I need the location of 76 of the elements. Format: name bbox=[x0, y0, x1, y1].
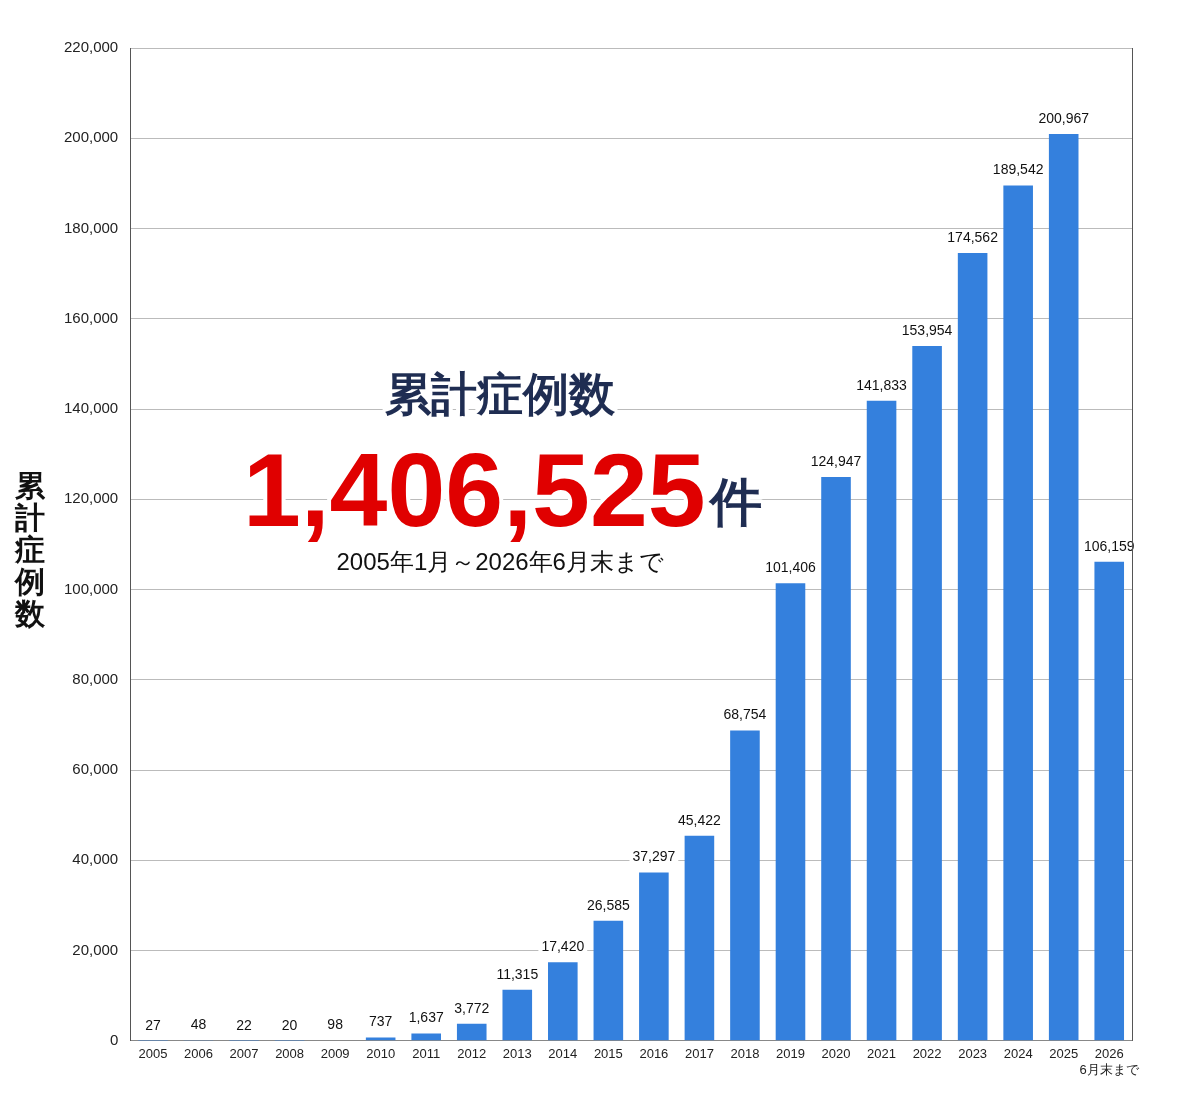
x-tick-label: 2011 bbox=[412, 1046, 441, 1062]
x-tick-label: 2012 bbox=[457, 1046, 487, 1062]
annotation: 1,406,525件 bbox=[242, 432, 762, 548]
text: 累計症例数 bbox=[385, 368, 617, 420]
bar bbox=[502, 989, 533, 1041]
x-tick-label: 2025 bbox=[1049, 1046, 1079, 1062]
bar bbox=[639, 872, 669, 1041]
data-label: 189,542 bbox=[992, 161, 1044, 178]
y-tick-label: 140,000 bbox=[63, 399, 119, 417]
bar bbox=[866, 400, 897, 1041]
bar bbox=[821, 476, 851, 1041]
data-label: 20 bbox=[281, 1016, 298, 1033]
data-label: 48 bbox=[190, 1016, 207, 1033]
x-tick-label: 2022 bbox=[912, 1046, 942, 1062]
y-tick-label: 40,000 bbox=[72, 850, 119, 868]
bar bbox=[1048, 133, 1079, 1041]
y-tick-label: 160,000 bbox=[63, 308, 119, 326]
y-tick-label: 220,000 bbox=[63, 38, 119, 56]
x-tick-label: 2016 bbox=[639, 1046, 669, 1062]
data-label: 141,833 bbox=[856, 376, 908, 393]
bar bbox=[365, 1037, 396, 1041]
bar bbox=[730, 730, 760, 1041]
bar bbox=[456, 1023, 487, 1041]
data-label: 1,637 bbox=[408, 1009, 444, 1026]
x-tick-label: 2023 bbox=[958, 1046, 988, 1062]
data-label: 26,585 bbox=[586, 896, 630, 913]
annotation: 2005年1月～2026年6月末まで bbox=[336, 548, 664, 575]
data-label: 124,947 bbox=[810, 452, 862, 469]
x-tick-label: 2008 bbox=[275, 1046, 305, 1062]
bar bbox=[548, 962, 578, 1041]
data-label: 27 bbox=[145, 1016, 161, 1033]
y-tick-label: 0 bbox=[109, 1030, 119, 1048]
y-tick-label: 100,000 bbox=[63, 579, 119, 597]
bar bbox=[684, 835, 715, 1041]
x-tick-label: 2006 bbox=[184, 1046, 213, 1062]
x-tick-label: 2020 bbox=[821, 1046, 851, 1062]
y-tick-label: 200,000 bbox=[63, 128, 119, 146]
data-label: 737 bbox=[368, 1013, 393, 1030]
bar bbox=[1094, 561, 1125, 1041]
bar bbox=[593, 920, 624, 1041]
x-tick-label: 2021 bbox=[867, 1046, 897, 1062]
x-tick-label: 2014 bbox=[548, 1046, 578, 1062]
x-tick-label: 2015 bbox=[593, 1046, 623, 1062]
x-tick-label: 2018 bbox=[730, 1046, 760, 1062]
y-tick-label: 120,000 bbox=[63, 489, 119, 507]
x-tick-label: 2010 bbox=[366, 1046, 396, 1062]
data-label: 174,562 bbox=[947, 228, 999, 245]
bar bbox=[411, 1033, 441, 1041]
data-label: 153,954 bbox=[901, 321, 953, 338]
data-label: 101,406 bbox=[765, 559, 816, 576]
bar bbox=[912, 346, 942, 1041]
x-tick-label: 2026 6月末まで bbox=[1079, 1046, 1140, 1077]
data-label: 22 bbox=[236, 1016, 253, 1033]
bar bbox=[957, 253, 988, 1041]
y-tick-label: 180,000 bbox=[63, 218, 119, 236]
data-label: 37,297 bbox=[632, 848, 676, 865]
bar bbox=[1003, 185, 1033, 1041]
x-tick-label: 2019 bbox=[776, 1046, 805, 1062]
bar bbox=[775, 583, 806, 1041]
x-tick-label: 2009 bbox=[320, 1046, 350, 1062]
data-label: 98 bbox=[327, 1016, 344, 1033]
x-tick-label: 2005 bbox=[138, 1046, 168, 1062]
data-label: 68,754 bbox=[723, 706, 767, 723]
y-tick-label: 20,000 bbox=[72, 940, 119, 958]
x-tick-label: 2013 bbox=[502, 1046, 532, 1062]
data-label: 45,422 bbox=[678, 811, 722, 828]
y-axis-title: 累計症例数 bbox=[13, 469, 46, 630]
y-tick-label: 80,000 bbox=[72, 669, 119, 687]
x-tick-label: 2007 bbox=[229, 1046, 259, 1062]
data-label: 17,420 bbox=[541, 938, 585, 955]
x-tick-label: 2024 bbox=[1003, 1046, 1033, 1062]
data-label: 11,315 bbox=[496, 965, 539, 982]
data-label: 3,772 bbox=[454, 999, 490, 1016]
y-tick-label: 60,000 bbox=[72, 760, 119, 778]
data-label: 200,967 bbox=[1038, 109, 1090, 126]
x-tick-label: 2017 bbox=[684, 1046, 714, 1062]
